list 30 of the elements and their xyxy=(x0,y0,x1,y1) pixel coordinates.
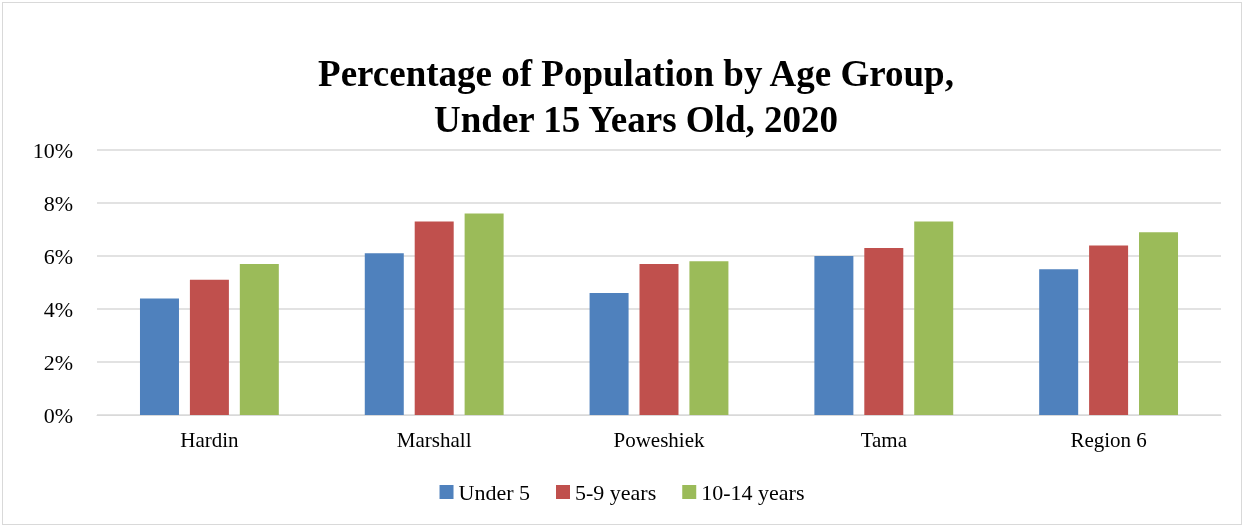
bar xyxy=(864,248,904,415)
bar xyxy=(189,279,229,415)
legend-label: Under 5 xyxy=(458,479,530,505)
x-tick-label: Region 6 xyxy=(1070,427,1147,452)
bar xyxy=(1039,269,1079,415)
bar xyxy=(1139,232,1179,415)
bar xyxy=(689,261,729,415)
y-tick-label: 0% xyxy=(43,402,73,428)
y-tick-label: 4% xyxy=(43,296,73,322)
x-tick-label: Tama xyxy=(860,427,908,452)
bar xyxy=(464,213,504,415)
y-tick-label: 2% xyxy=(43,349,73,375)
x-tick-label: Marshall xyxy=(396,427,472,452)
legend-label: 10-14 years xyxy=(701,479,805,505)
legend-label: 5-9 years xyxy=(575,479,657,505)
bar xyxy=(639,263,679,415)
bar xyxy=(1089,245,1129,415)
y-tick-label: 6% xyxy=(43,243,73,269)
bar xyxy=(814,256,854,415)
bar xyxy=(414,221,454,415)
bar xyxy=(589,293,629,415)
y-tick-label: 8% xyxy=(43,190,73,216)
bar xyxy=(139,298,179,415)
bar xyxy=(364,253,404,415)
bar xyxy=(914,221,954,415)
x-tick-label: Hardin xyxy=(180,427,240,452)
chart-title: Percentage of Population by Age Group, Under 15 Years Old, 2020 xyxy=(318,52,954,140)
x-tick-label: Poweshiek xyxy=(613,427,705,452)
y-tick-label: 10% xyxy=(32,137,73,163)
bar xyxy=(239,263,279,415)
